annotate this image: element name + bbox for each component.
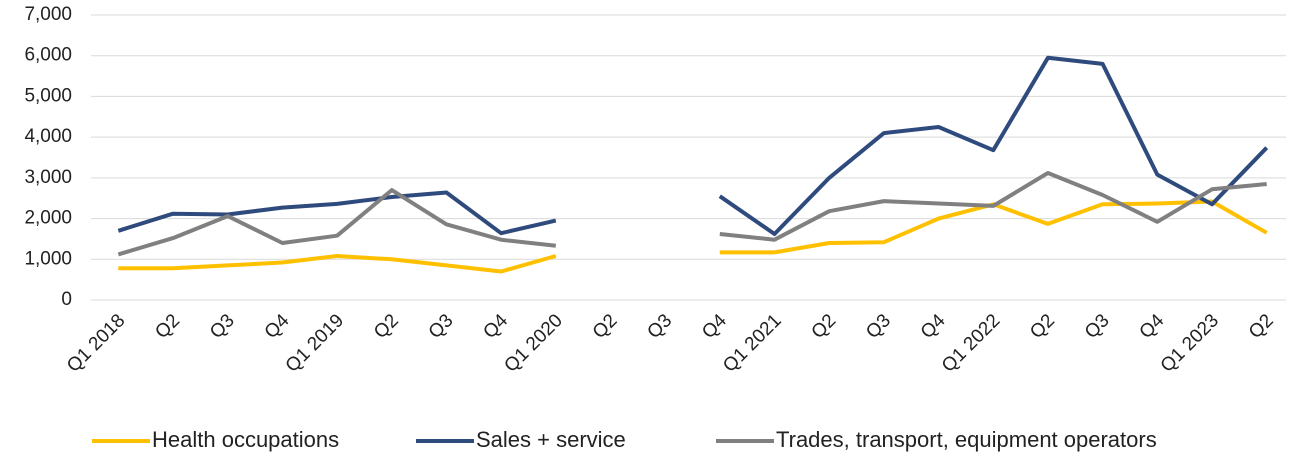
- y-tick-label: 2,000: [24, 208, 72, 229]
- y-tick-label: 6,000: [24, 45, 72, 66]
- series-line: [117, 55, 1269, 236]
- legend-label: Trades, transport, equipment operators: [776, 427, 1157, 452]
- x-tick-label: Q1 2020: [500, 310, 566, 376]
- x-tick-label: Q3: [206, 310, 239, 343]
- y-tick-label: 5,000: [24, 85, 72, 106]
- x-tick-label: Q2: [1026, 310, 1059, 343]
- y-tick-label: 4,000: [24, 126, 72, 147]
- y-tick-label: 3,000: [24, 167, 72, 188]
- x-tick-label: Q2: [151, 310, 184, 343]
- x-tick-label: Q3: [862, 310, 895, 343]
- x-tick-label: Q3: [643, 310, 676, 343]
- y-tick-label: 1,000: [24, 248, 72, 269]
- x-tick-label: Q2: [808, 310, 841, 343]
- series-line: [117, 171, 1267, 257]
- x-tick-label: Q3: [425, 310, 458, 343]
- x-tick-label: Q1 2023: [1157, 310, 1223, 376]
- x-tick-label: Q1 2021: [719, 310, 785, 376]
- x-tick-label: Q4: [917, 310, 950, 343]
- x-tick-label: Q4: [698, 310, 731, 343]
- x-tick-label: Q4: [479, 310, 512, 343]
- x-tick-label: Q2: [589, 310, 622, 343]
- x-tick-label: Q2: [1245, 310, 1278, 343]
- y-tick-label: 7,000: [24, 4, 72, 25]
- x-tick-label: Q4: [261, 310, 294, 343]
- legend-label: Health occupations: [152, 427, 339, 452]
- x-tick-label: Q3: [1081, 310, 1114, 343]
- x-tick-label: Q2: [370, 310, 403, 343]
- series-line: [118, 199, 1268, 274]
- x-tick-label: Q4: [1136, 310, 1169, 343]
- legend-label: Sales + service: [476, 427, 626, 452]
- x-tick-label: Q1 2022: [938, 310, 1004, 376]
- x-tick-label: Q1 2018: [63, 310, 129, 376]
- y-tick-label: 0: [61, 289, 72, 310]
- x-tick-label: Q1 2019: [282, 310, 348, 376]
